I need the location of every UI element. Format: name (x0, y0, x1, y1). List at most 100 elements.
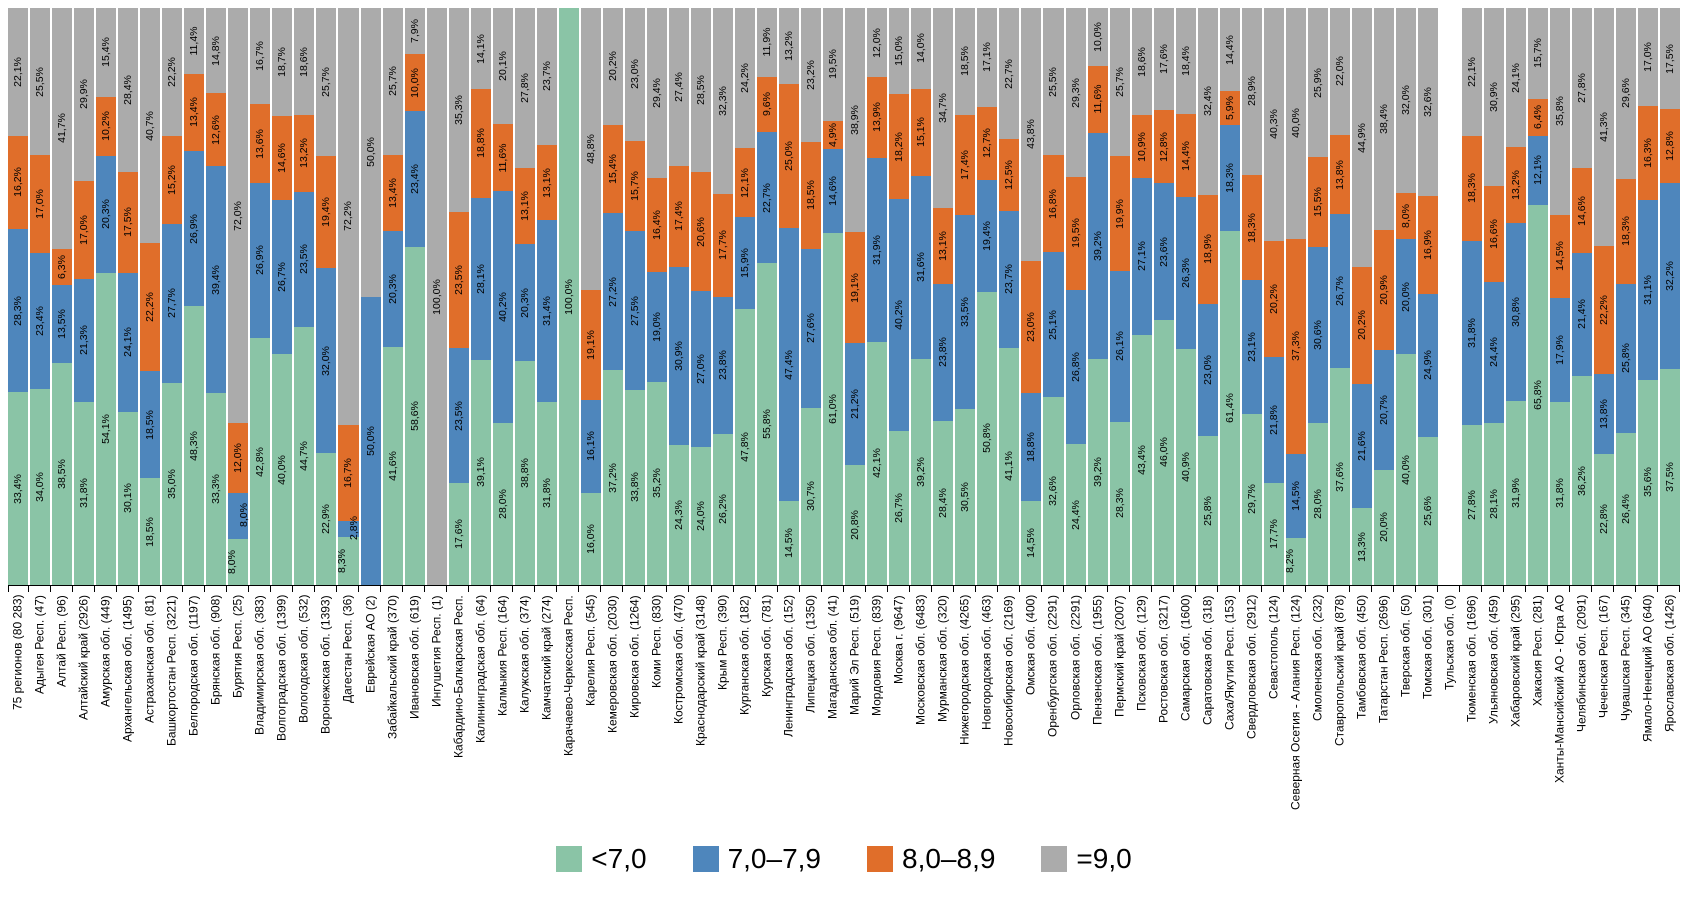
bar-segment-lt7: 24,3% (668, 444, 689, 585)
value-label: 23,8% (937, 337, 950, 368)
x-axis-label: Магаданская обл. (41) (825, 595, 840, 719)
axis-tick (1154, 586, 1174, 592)
bar-segment-lt7: 24,4% (1065, 444, 1086, 585)
x-axis-label: Пензенская обл. (1955) (1090, 595, 1105, 725)
bar: 33,3% 39,4% 12,6% 14,8% (206, 8, 227, 585)
x-axis-label: Тверская обл. (50) (1398, 595, 1413, 698)
value-label: 18,5% (959, 46, 972, 77)
value-label: 31,1% (1642, 274, 1655, 305)
bar-segment-lt7: 39,2% (1087, 358, 1108, 585)
bar-segment-lt7: 25,8% (1197, 436, 1218, 585)
x-axis-label-slot: Нижегородская обл. (4265) (955, 595, 975, 873)
axis-tick (581, 586, 602, 592)
x-axis-label: Пермский край (2007) (1112, 595, 1127, 717)
value-label: 16,9% (1421, 229, 1434, 260)
x-axis-label-slot: Московская обл. (6483) (911, 595, 931, 873)
bar-segment-ge9: 23,0% (624, 8, 645, 141)
value-label: 23,0% (1201, 355, 1214, 385)
bar-segment-7-79: 26,3% (1175, 197, 1196, 350)
bar-segment-ge9: 23,7% (536, 8, 557, 145)
x-axis-label: Оренбургская обл. (2291) (1046, 595, 1061, 737)
x-axis-label-slot: Калмыкия Респ. (164) (493, 595, 513, 873)
bar-segment-lt7: 16,0% (580, 492, 601, 585)
value-label: 21,4% (1575, 299, 1588, 330)
bar-segment-ge9: 22,1% (8, 8, 29, 136)
bar-segment-8-89: 18,9% (1197, 194, 1218, 304)
x-axis-label-slot: Камчатский край (274) (537, 595, 557, 873)
value-label: 27,8% (518, 73, 531, 104)
value-label: 25,6% (1421, 496, 1434, 527)
x-axis-label-slot: Курганская обл. (182) (735, 595, 755, 873)
bar-segment-lt7: 40,0% (1395, 354, 1416, 585)
bar-segment-7-79: 31,9% (867, 157, 888, 342)
value-label: 14,4% (1179, 140, 1192, 171)
bar-segment-8-89: 6,4% (1528, 98, 1549, 136)
x-axis-label: Москва г. (9647) (891, 595, 906, 684)
axis-tick (1044, 586, 1064, 592)
bar-segment-lt7: 41,1% (999, 347, 1020, 585)
bar-segment-ge9: 25,7% (382, 8, 403, 155)
value-label: 30,6% (1311, 320, 1324, 351)
axis-tick (361, 586, 382, 592)
bar-segment-ge9: 18,6% (294, 8, 315, 116)
axis-tick (1506, 586, 1527, 592)
bar-segment-lt7: 26,2% (713, 433, 734, 585)
bar-segment-ge9: 50,0% (360, 8, 381, 297)
bar-segment-ge9: 32,0% (1395, 8, 1416, 193)
axis-tick (185, 586, 206, 592)
value-label: 23,1% (1245, 332, 1258, 362)
value-label: 15,0% (893, 36, 906, 67)
value-label: 23,4% (33, 306, 46, 336)
bar-segment-lt7: 44,7% (294, 327, 315, 585)
bar-segment-ge9: 25,9% (1307, 8, 1328, 158)
value-label: 25,1% (1047, 309, 1060, 340)
bar: 24,0% 27,0% 20,6% 28,5% (690, 8, 711, 585)
x-axis-label-slot: Тверская обл. (50) (1396, 595, 1416, 873)
bar: 38,8% 20,3% 13,1% 27,8% (514, 8, 535, 585)
value-label: 20,3% (386, 274, 399, 305)
bar: 30,7% 27,6% 18,5% 23,2% (801, 8, 822, 585)
value-label: 16,1% (584, 431, 597, 462)
bar-segment-7-79: 18,3% (1219, 125, 1240, 231)
bar-segment-7-79: 14,5% (1285, 454, 1306, 538)
axis-tick (1396, 586, 1416, 592)
value-label: 14,5% (1289, 480, 1302, 511)
bar-segment-lt7: 35,0% (162, 383, 183, 585)
x-axis-label-slot: Костромская обл. (470) (669, 595, 689, 873)
value-label: 18,3% (1620, 216, 1633, 247)
bar-segment-lt7: 40,9% (1175, 349, 1196, 585)
bar: 28,4% 23,8% 13,1% 34,7% (933, 8, 954, 585)
legend: <7,0 7,0–7,9 8,0–8,9 =9,0 (0, 845, 1688, 873)
value-label: 27,4% (672, 72, 685, 102)
bar-segment-7-79: 17,9% (1550, 298, 1571, 402)
value-label: 17,7% (1267, 519, 1280, 549)
x-axis-label: Татарстан Респ. (2696) (1376, 595, 1391, 723)
value-label: 72,0% (232, 200, 245, 231)
bar-segment-ge9: 24,1% (1506, 8, 1527, 148)
bar: 35,6% 31,1% 16,3% 17,0% (1638, 8, 1659, 585)
bar-segment-8-89: 8,0% (1395, 192, 1416, 239)
x-axis-label-slot: Калининградская обл. (64) (471, 595, 491, 873)
bar: 32,6% 25,1% 16,8% 25,5% (1043, 8, 1064, 585)
value-label: 22,1% (1465, 56, 1478, 87)
legend-label: 8,0–8,9 (902, 843, 996, 874)
bar-segment-7-79: 12,1% (1528, 135, 1549, 206)
value-label: 33,4% (11, 473, 24, 504)
bar-segment-ge9: 15,7% (1528, 8, 1549, 99)
bar-segment-8-89: 4,9% (823, 120, 844, 149)
value-label: 28,1% (1487, 489, 1500, 519)
bar-segment-ge9: 27,4% (668, 8, 689, 167)
x-axis-label-slot: Пензенская обл. (1955) (1088, 595, 1108, 873)
value-label: 32,0% (320, 345, 333, 376)
bar-segment-lt7: 38,8% (514, 361, 535, 585)
value-label: 38,4% (1377, 103, 1390, 134)
value-label: 50,0% (364, 425, 377, 456)
x-axis-label-slot: Ямало-Ненецкий АО (640) (1638, 595, 1658, 873)
value-label: 18,4% (1179, 46, 1192, 76)
x-axis-label-slot: Псковская обл. (129) (1132, 595, 1152, 873)
bar-segment-7-79: 32,0% (316, 268, 337, 453)
bar-segment-7-79: 19,4% (977, 179, 998, 292)
value-label: 44,7% (298, 441, 311, 471)
x-axis-label-slot: Самарская обл. (1600) (1176, 595, 1196, 873)
x-axis-label-slot: Ярославская обл. (1426) (1660, 595, 1680, 873)
